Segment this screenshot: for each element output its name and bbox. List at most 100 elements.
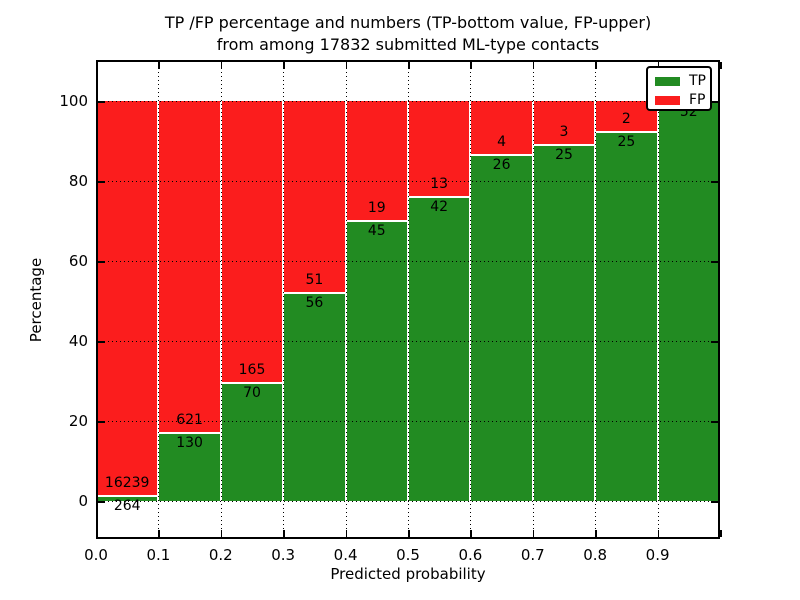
y-tick-label: 0 [78, 492, 88, 510]
x-axis-label: Predicted probability [330, 565, 486, 583]
fp-count-label: 2 [621, 110, 631, 127]
bar-fp-segment [96, 101, 159, 495]
y-tick-mark [711, 501, 718, 503]
y-tick-mark [711, 261, 718, 263]
x-tick-mark [345, 530, 348, 537]
y-tick-mark [98, 421, 105, 423]
y-tick-label: 100 [59, 92, 88, 110]
x-tick-mark [345, 62, 348, 69]
bar-fp-segment [283, 101, 346, 292]
x-tick-mark [408, 530, 410, 537]
y-tick-mark [711, 341, 718, 343]
tp-count-label: 25 [555, 146, 573, 163]
bar-tp-segment [657, 101, 720, 501]
fp-count-label: 3 [559, 123, 569, 140]
x-tick-label: 0.6 [458, 546, 483, 564]
y-tick-mark [98, 101, 105, 103]
bar-tp-segment [532, 143, 596, 501]
x-tick-mark [657, 530, 660, 537]
y-tick-mark [711, 181, 718, 183]
x-tick-mark [532, 62, 535, 69]
bar-fp-segment [470, 101, 533, 155]
legend-row: TP [655, 72, 710, 91]
tp-count-label: 26 [492, 157, 511, 174]
tp-count-label: 70 [243, 384, 261, 401]
y-axis-label: Percentage [27, 257, 45, 343]
chart-title: TP /FP percentage and numbers (TP-bottom… [96, 12, 720, 56]
gridline-vertical [532, 60, 534, 539]
x-tick-mark [720, 62, 722, 69]
x-tick-label: 0.1 [146, 546, 171, 564]
x-tick-label: 0.5 [396, 546, 420, 564]
y-tick-label: 60 [68, 252, 88, 270]
legend-row: FP [655, 91, 710, 110]
legend-swatch-fp-icon [655, 96, 680, 105]
x-tick-mark [283, 530, 285, 537]
legend-swatch-tp-icon [655, 77, 680, 86]
bar-tp-segment [595, 130, 658, 501]
gridline-vertical [657, 60, 659, 539]
x-tick-mark [158, 530, 160, 537]
plot-area: TP FP 16239 264 621 130 165 70 51 56 19 45 13 42 4 26 3… [96, 60, 722, 539]
y-tick-mark [711, 421, 718, 423]
bar-fp-segment [158, 101, 221, 432]
x-tick-mark [532, 530, 535, 537]
x-tick-mark [408, 62, 410, 69]
tp-count-label: 56 [305, 294, 324, 311]
x-tick-mark [595, 530, 597, 537]
fp-count-label: 165 [238, 361, 266, 378]
x-tick-mark [96, 530, 98, 537]
legend-label: TP [689, 73, 706, 89]
gridline-vertical [158, 60, 160, 539]
x-tick-mark [220, 530, 223, 537]
x-tick-mark [657, 62, 660, 69]
y-tick-label: 20 [68, 412, 88, 430]
fp-count-label: 4 [497, 134, 507, 151]
y-tick-mark [98, 261, 105, 263]
gridline-vertical [408, 60, 409, 539]
fp-count-label: 621 [176, 411, 203, 428]
x-tick-mark [283, 62, 285, 69]
x-tick-mark [720, 530, 722, 537]
y-tick-mark [98, 341, 105, 343]
fp-count-label: 19 [367, 199, 386, 216]
y-tick-mark [98, 501, 105, 503]
gridline-vertical [283, 60, 285, 539]
tp-count-label: 264 [113, 497, 141, 514]
bar-fp-segment [345, 101, 408, 220]
x-tick-mark [595, 62, 597, 69]
tp-count-label: 130 [176, 434, 203, 451]
gridline-vertical [220, 60, 222, 539]
x-tick-label: 0.7 [520, 546, 545, 564]
tp-count-label: 42 [430, 198, 449, 215]
bar-tp-segment [220, 381, 284, 501]
x-tick-label: 0.4 [333, 546, 358, 564]
bar-tp-segment [408, 195, 471, 501]
y-tick-mark [98, 181, 105, 183]
x-tick-label: 0.9 [645, 546, 670, 564]
x-tick-label: 0.2 [208, 546, 233, 564]
gridline-vertical [595, 60, 597, 539]
x-tick-mark [470, 62, 472, 69]
x-tick-mark [470, 530, 472, 537]
y-tick-label: 80 [68, 172, 88, 190]
x-tick-label: 0.3 [271, 546, 296, 564]
legend-label: FP [689, 92, 706, 108]
tp-count-label: 25 [617, 133, 636, 150]
y-tick-label: 40 [68, 332, 88, 350]
bar-fp-segment [408, 101, 471, 196]
x-tick-mark [220, 62, 223, 69]
x-tick-mark [96, 62, 98, 69]
fp-count-label: 13 [430, 175, 449, 192]
y-tick-mark [711, 101, 718, 103]
tp-count-label: 45 [367, 222, 386, 239]
chart-title-line2: from among 17832 submitted ML-type conta… [216, 35, 600, 54]
legend: TP FP [646, 66, 712, 111]
chart-title-line1: TP /FP percentage and numbers (TP-bottom… [164, 13, 652, 32]
gridline-vertical [470, 60, 472, 539]
bar-tp-segment [470, 154, 533, 501]
x-tick-label: 0.8 [583, 546, 608, 564]
x-tick-label: 0.0 [84, 546, 108, 564]
bar-fp-segment [220, 101, 284, 382]
